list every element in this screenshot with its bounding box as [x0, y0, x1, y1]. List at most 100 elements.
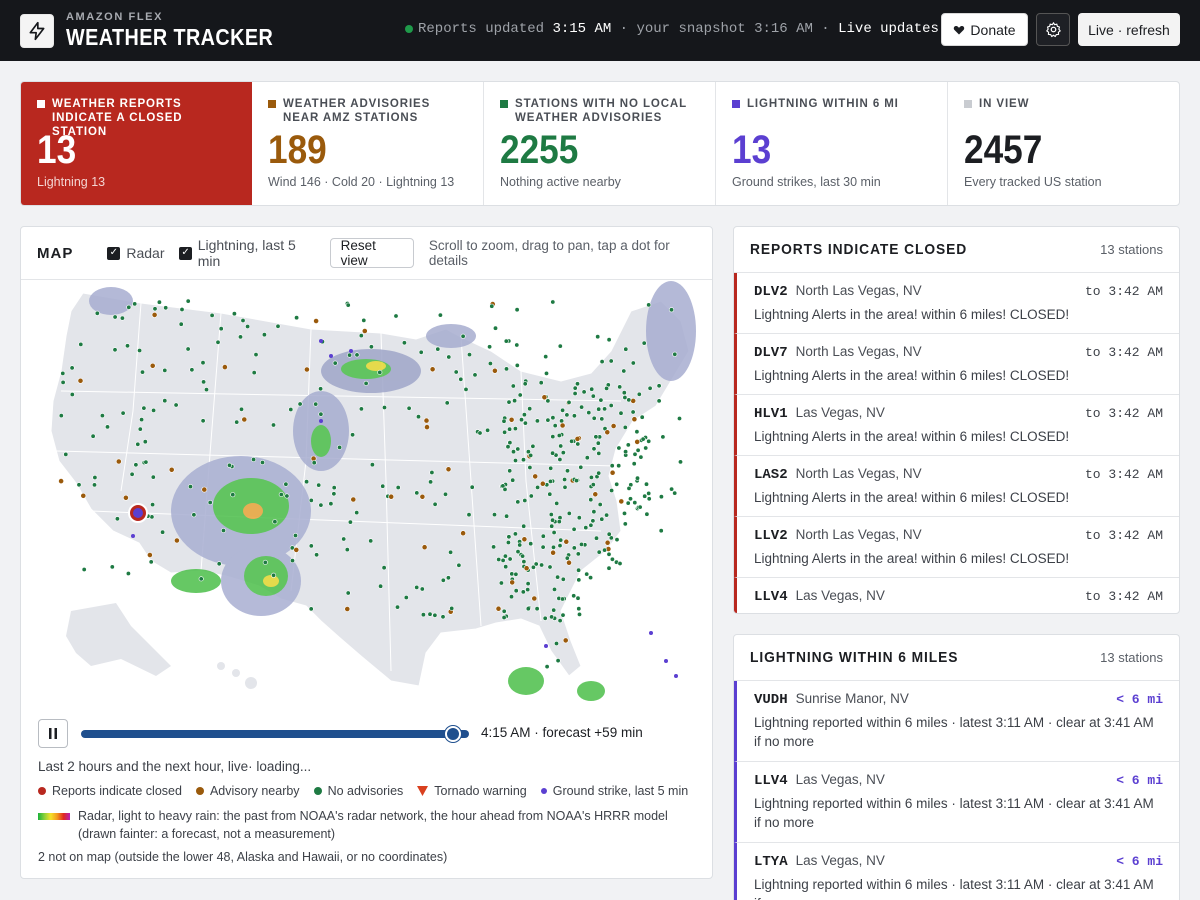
station-dot[interactable] [535, 484, 541, 490]
station-dot[interactable] [221, 528, 227, 534]
advisory-station-dot[interactable] [460, 530, 466, 537]
station-dot[interactable] [542, 615, 548, 621]
station-dot[interactable] [539, 562, 545, 568]
station-dot[interactable] [597, 502, 603, 508]
station-dot[interactable] [646, 496, 652, 502]
donate-button[interactable]: Donate [941, 13, 1028, 46]
station-dot[interactable] [361, 317, 367, 323]
station-dot[interactable] [572, 385, 578, 391]
station-dot[interactable] [207, 500, 213, 506]
station-dot[interactable] [522, 420, 528, 426]
station-dot[interactable] [515, 446, 521, 452]
station-dot[interactable] [627, 496, 633, 502]
station-dot[interactable] [584, 571, 590, 577]
station-dot[interactable] [135, 441, 141, 447]
station-dot[interactable] [510, 449, 516, 455]
station-dot[interactable] [556, 433, 562, 439]
station-dot[interactable] [589, 386, 595, 392]
station-dot[interactable] [514, 307, 520, 313]
station-dot[interactable] [445, 575, 451, 581]
station-dot[interactable] [414, 584, 420, 590]
station-dot[interactable] [591, 446, 597, 452]
station-dot[interactable] [646, 490, 652, 496]
station-dot[interactable] [576, 577, 582, 583]
station-dot[interactable] [112, 314, 118, 320]
station-dot[interactable] [156, 299, 162, 305]
station-dot[interactable] [133, 462, 139, 468]
station-dot[interactable] [632, 451, 638, 457]
station-dot[interactable] [630, 360, 636, 366]
station-dot[interactable] [240, 317, 246, 323]
station-dot[interactable] [515, 549, 521, 555]
station-dot[interactable] [515, 499, 521, 505]
station-dot[interactable] [557, 343, 563, 349]
station-dot[interactable] [557, 543, 563, 549]
station-dot[interactable] [498, 580, 504, 586]
station-dot[interactable] [401, 340, 407, 346]
advisory-station-dot[interactable] [201, 486, 208, 493]
advisory-station-dot[interactable] [630, 398, 637, 404]
station-dot[interactable] [588, 497, 594, 503]
advisory-station-dot[interactable] [618, 498, 625, 505]
station-dot[interactable] [395, 485, 401, 491]
advisory-station-dot[interactable] [531, 595, 538, 602]
advisory-station-dot[interactable] [293, 546, 300, 553]
station-dot[interactable] [623, 346, 629, 352]
station-dot[interactable] [606, 565, 612, 571]
station-dot[interactable] [200, 418, 206, 424]
station-dot[interactable] [547, 564, 553, 570]
station-dot[interactable] [191, 512, 197, 518]
station-dot[interactable] [239, 406, 245, 412]
station-dot[interactable] [656, 398, 662, 404]
station-dot[interactable] [149, 514, 155, 520]
station-dot[interactable] [318, 386, 324, 392]
station-dot[interactable] [555, 658, 561, 664]
station-dot[interactable] [503, 338, 509, 344]
station-dot[interactable] [234, 419, 240, 425]
station-dot[interactable] [593, 535, 599, 541]
advisory-station-dot[interactable] [563, 538, 570, 545]
station-dot[interactable] [547, 491, 553, 497]
station-dot[interactable] [669, 486, 675, 492]
station-dot[interactable] [668, 307, 674, 313]
station-dot[interactable] [215, 339, 221, 345]
station-dot[interactable] [672, 351, 678, 357]
station-dot[interactable] [251, 370, 257, 376]
advisory-station-dot[interactable] [241, 416, 248, 423]
station-dot[interactable] [120, 410, 126, 416]
station-dot[interactable] [114, 516, 120, 522]
advisory-station-dot[interactable] [634, 438, 641, 445]
station-dot[interactable] [69, 392, 75, 398]
station-dot[interactable] [574, 381, 580, 387]
station-dot[interactable] [588, 474, 594, 480]
station-dot[interactable] [595, 440, 601, 446]
station-dot[interactable] [527, 406, 533, 412]
station-dot[interactable] [428, 479, 434, 485]
settings-button[interactable] [1036, 13, 1070, 46]
station-dot[interactable] [231, 311, 237, 317]
station-dot[interactable] [500, 557, 506, 563]
closed-station-row[interactable]: HLV1 Las Vegas, NV to 3:42 AM Lightning A… [734, 395, 1179, 456]
station-dot[interactable] [139, 417, 145, 423]
station-dot[interactable] [604, 512, 610, 518]
station-dot[interactable] [444, 400, 450, 406]
station-dot[interactable] [204, 387, 210, 393]
station-dot[interactable] [463, 386, 469, 392]
station-dot[interactable] [556, 519, 562, 525]
station-dot[interactable] [415, 414, 421, 420]
station-dot[interactable] [550, 517, 556, 523]
station-dot[interactable] [590, 518, 596, 524]
lightning-checkbox[interactable]: ✓ Lightning, last 5 min [179, 237, 314, 269]
station-dot[interactable] [549, 614, 555, 620]
station-dot[interactable] [429, 470, 435, 476]
station-dot[interactable] [571, 545, 577, 551]
station-dot[interactable] [271, 422, 277, 428]
station-dot[interactable] [347, 519, 353, 525]
advisory-station-dot[interactable] [388, 493, 395, 500]
station-dot[interactable] [292, 533, 298, 539]
station-dot[interactable] [318, 502, 324, 508]
station-dot[interactable] [129, 471, 135, 477]
station-dot[interactable] [238, 334, 244, 340]
station-dot[interactable] [188, 484, 194, 490]
station-dot[interactable] [354, 510, 360, 516]
